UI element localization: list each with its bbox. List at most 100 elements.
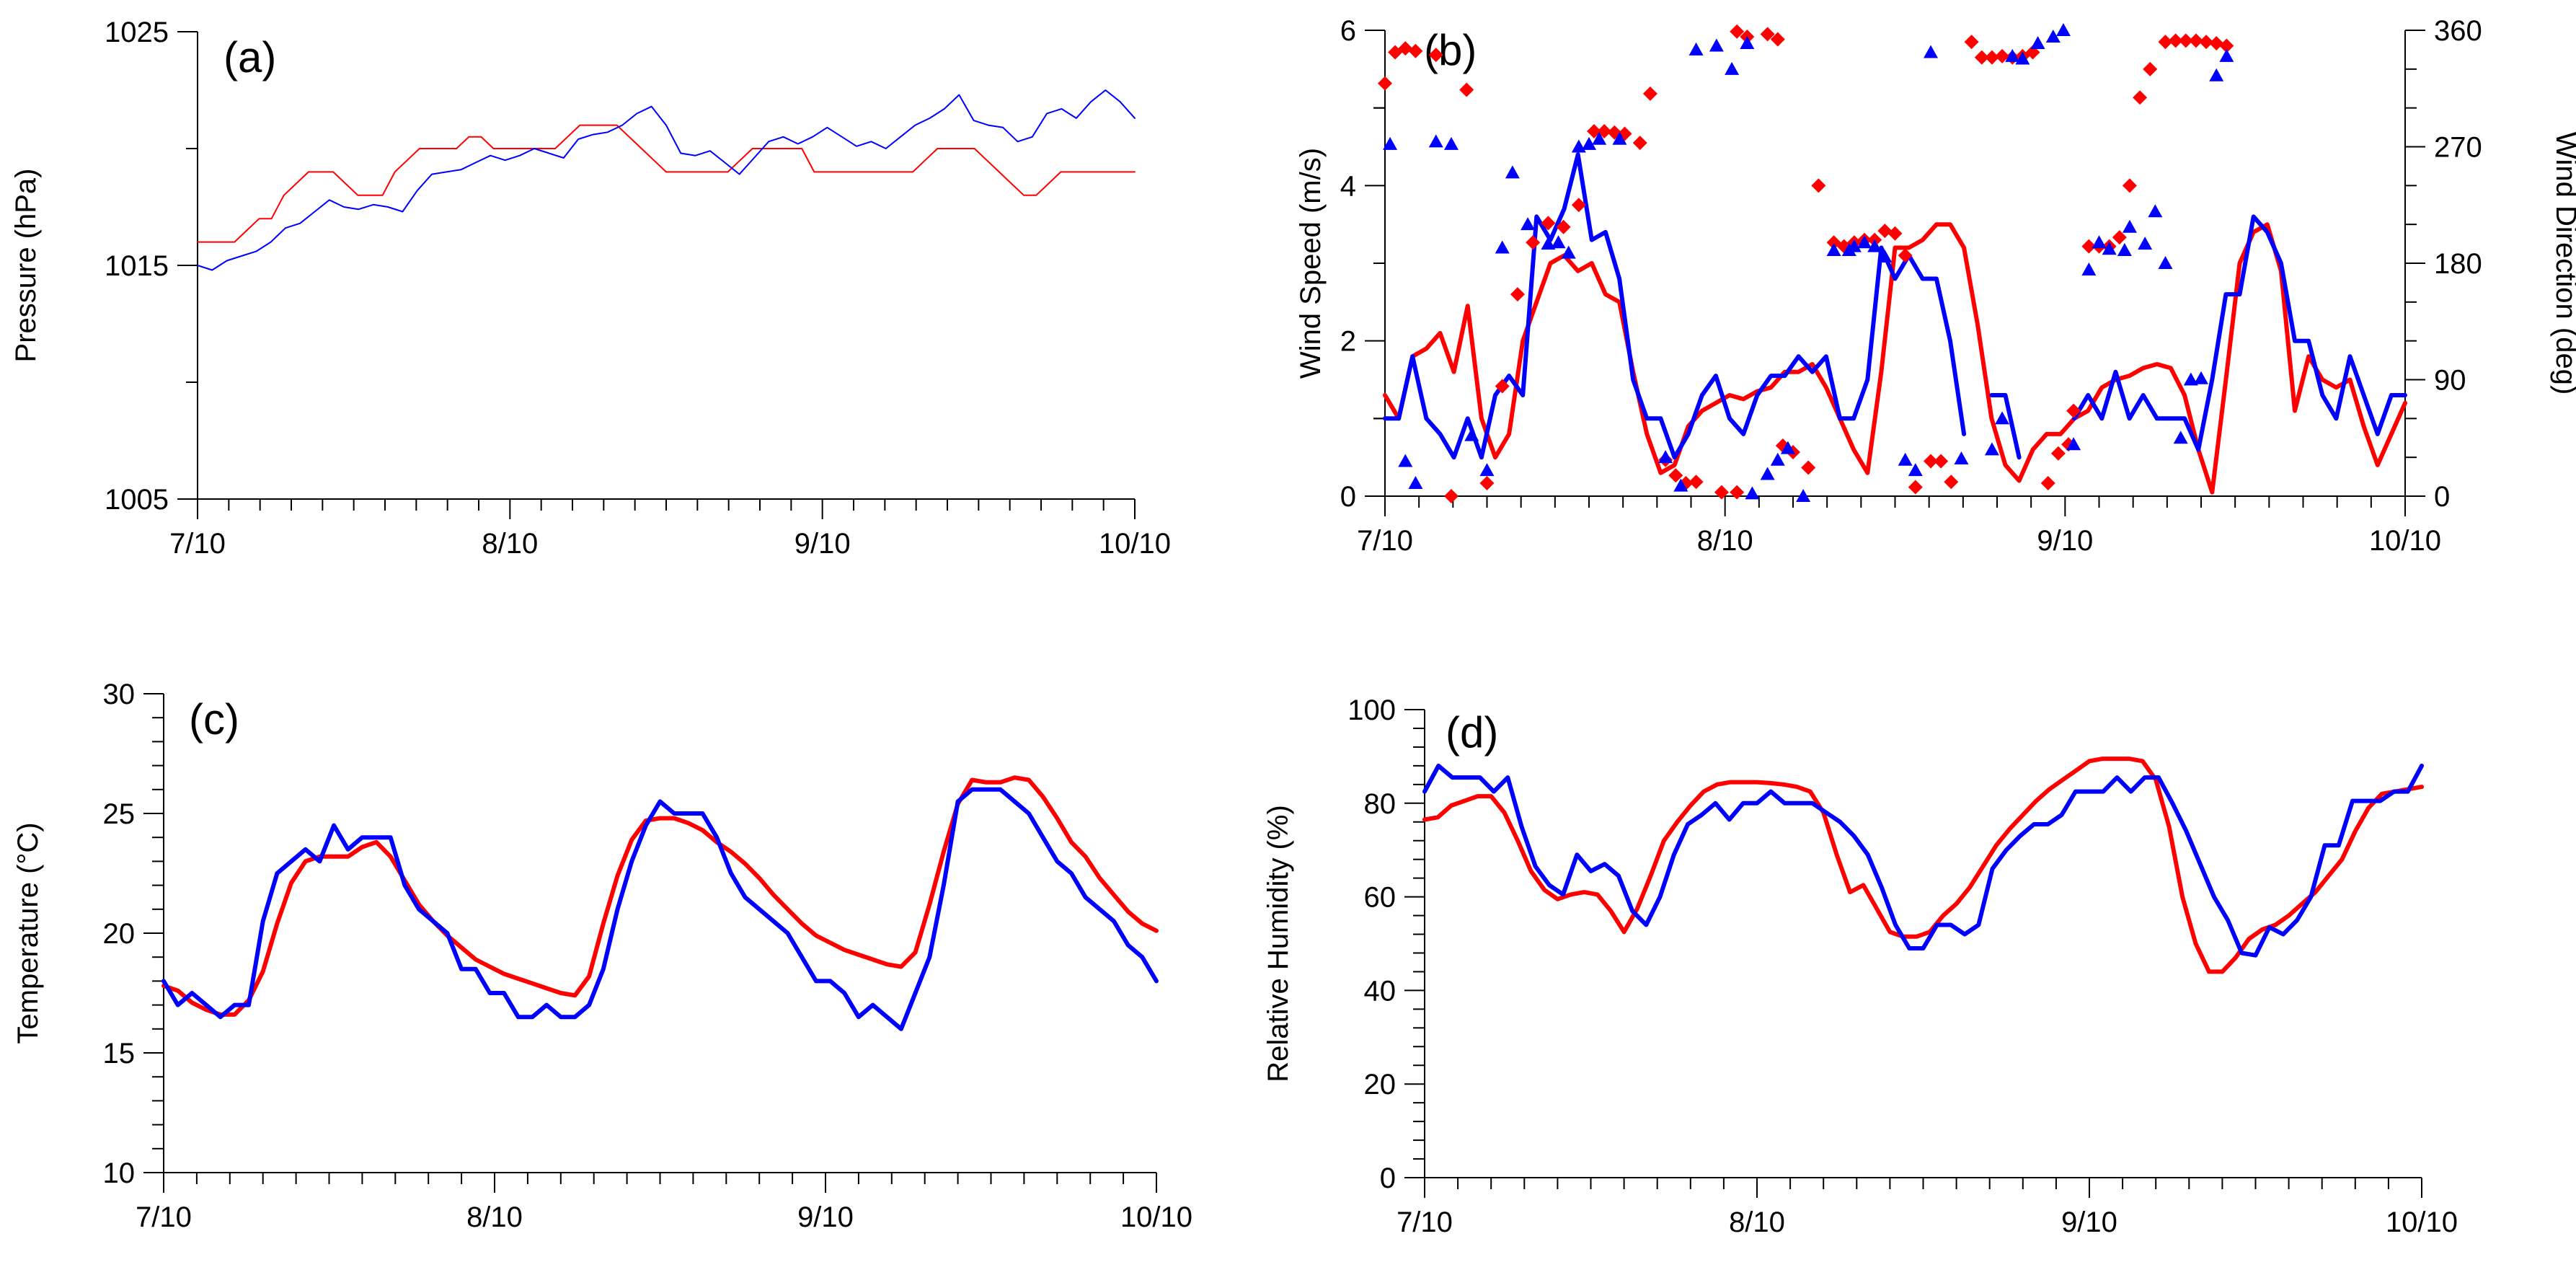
wind-direction-marker-blue: [1479, 463, 1495, 477]
x-tick-label: 7/10: [1397, 1206, 1453, 1238]
wind-direction-marker-red: [2158, 35, 2173, 50]
panel-a: 7/10 8/10 9/10 10/10 1005 1015 1025 Pressure (h…: [10, 17, 1171, 560]
wind-direction-marker-red: [2133, 90, 2148, 105]
panel-label: (d): [1446, 708, 1498, 756]
wind-direction-marker-red: [1398, 41, 1413, 56]
wind-direction-marker-red: [2050, 446, 2066, 461]
y-tick-label: 15: [103, 1038, 136, 1069]
wind-direction-marker-red: [1632, 136, 1647, 151]
wind-direction-marker-red: [2112, 230, 2127, 245]
series-line-blue: [161, 787, 1159, 1031]
wind-direction-marker-red: [2066, 403, 2081, 418]
wind-direction-marker-blue: [2219, 48, 2234, 62]
y-tick-label: 2: [1340, 326, 1356, 358]
wind-direction-marker-blue: [1582, 136, 1596, 150]
wind-direction-marker-red: [1688, 475, 1704, 490]
y-tick-label: 1005: [105, 484, 169, 516]
y-tick-label: 20: [1364, 1069, 1397, 1100]
wind-direction-marker-red: [1811, 178, 1826, 193]
x-tick-label: 8/10: [466, 1201, 523, 1233]
series-line-red: [161, 775, 1159, 1017]
wind-direction-marker-red: [1459, 82, 1474, 97]
wind-direction-marker-blue: [1770, 452, 1785, 466]
wind-direction-marker-red: [1428, 48, 1443, 63]
panel-d: 7/10 8/10 9/10 10/10 0 20 40 60 80 100 Relative Hu…: [1262, 694, 2458, 1238]
wind-direction-marker-blue: [1428, 134, 1443, 148]
y-tick-label: 10: [103, 1157, 136, 1189]
wind-direction-marker-red: [1642, 86, 1657, 101]
wind-direction-marker-blue: [1867, 239, 1882, 252]
wind-direction-marker-blue: [2122, 219, 2137, 233]
wind-direction-marker-blue: [2092, 235, 2107, 249]
wind-direction-marker-blue: [1780, 441, 1795, 454]
wind-direction-marker-blue: [1408, 476, 1423, 490]
wind-direction-marker-red: [1964, 35, 1979, 50]
x-tick-label: 7/10: [169, 528, 226, 560]
y-axis-title: Relative Humidity (%): [1262, 805, 1294, 1082]
wind-direction-marker-red: [1479, 476, 1495, 491]
wind-direction-marker-blue: [1857, 235, 1872, 249]
x-tick-label: 7/10: [1357, 525, 1413, 557]
wind-direction-marker-blue: [2045, 29, 2061, 43]
x-tick-label: 10/10: [2369, 525, 2441, 557]
wind-direction-marker-blue: [2005, 48, 2020, 62]
wind-direction-marker-blue: [1745, 486, 1760, 500]
wind-direction-marker-blue: [2158, 256, 2173, 269]
wind-direction-marker-red: [2143, 61, 2158, 76]
x-tick-label: 9/10: [795, 528, 851, 560]
wind-direction-marker-red: [1887, 226, 1903, 241]
wind-direction-marker-blue: [1688, 42, 1704, 56]
x-tick-label: 9/10: [2037, 525, 2093, 557]
y-tick-label: 1025: [105, 17, 169, 48]
y-tick-label: 0: [1380, 1162, 1396, 1194]
wind-direction-marker-blue: [1521, 217, 1536, 231]
panel-label: (a): [223, 33, 276, 81]
series-line-red: [1422, 756, 2424, 974]
panel-label: (b): [1424, 26, 1477, 74]
wind-direction-marker-blue: [2138, 237, 2153, 250]
wind-direction-marker-blue: [1846, 239, 1862, 252]
wind-direction-marker-red: [1526, 235, 1541, 250]
wind-direction-marker-red: [1510, 287, 1525, 302]
wind-direction-marker-blue: [2030, 35, 2045, 49]
wind-direction-marker-blue: [2081, 262, 2097, 275]
y-tick-label: 30: [103, 679, 136, 710]
wind-direction-marker-red: [2122, 178, 2137, 193]
wind-direction-marker-red: [1760, 27, 1775, 42]
y2-tick-label: 90: [2434, 365, 2466, 397]
wind-direction-marker-red: [1944, 475, 1959, 490]
wind-direction-marker-blue: [1826, 243, 1841, 257]
y-axis-title: Pressure (hPa): [10, 169, 42, 363]
y-axis-title: Wind Speed (m/s): [1295, 148, 1327, 379]
wind-direction-marker-blue: [1571, 139, 1586, 153]
wind-direction-marker-red: [1984, 50, 1999, 65]
wind-direction-marker-blue: [2183, 372, 2198, 386]
wind-direction-marker-blue: [1541, 237, 1556, 250]
wind-direction-marker-red: [1556, 219, 1571, 234]
wind-direction-marker-blue: [1924, 45, 1939, 58]
x-tick-label: 8/10: [1697, 525, 1753, 557]
wind-direction-marker-red: [2178, 33, 2193, 48]
wind-direction-marker-blue: [1443, 136, 1459, 150]
wind-direction-marker-red: [1730, 485, 1745, 500]
series-line-blue: [197, 89, 1136, 271]
y-tick-label: 6: [1340, 15, 1356, 47]
wind-direction-marker-blue: [1398, 454, 1413, 467]
wind-direction-marker-blue: [1709, 38, 1724, 52]
series-line-red: [197, 124, 1136, 243]
wind-direction-marker-blue: [1796, 489, 1811, 502]
wind-direction-marker-blue: [2209, 68, 2224, 81]
wind-direction-marker-red: [1378, 76, 1392, 91]
panel-b: 7/10 8/10 9/10 10/10 0 2 4 6 Wind Speed (m/s) 0 90…: [1295, 15, 2576, 557]
x-tick-label: 10/10: [1099, 528, 1171, 560]
y-tick-label: 40: [1364, 975, 1397, 1007]
y-tick-label: 20: [103, 918, 136, 950]
wind-direction-marker-blue: [2102, 242, 2117, 255]
wind-direction-marker-blue: [1995, 411, 2010, 425]
y2-tick-label: 360: [2434, 15, 2482, 47]
wind-direction-marker-red: [2081, 239, 2097, 254]
wind-direction-marker-blue: [1908, 463, 1923, 477]
y2-tick-label: 270: [2434, 132, 2482, 164]
y2-axis-title: Wind Direction (deg): [2550, 132, 2576, 395]
